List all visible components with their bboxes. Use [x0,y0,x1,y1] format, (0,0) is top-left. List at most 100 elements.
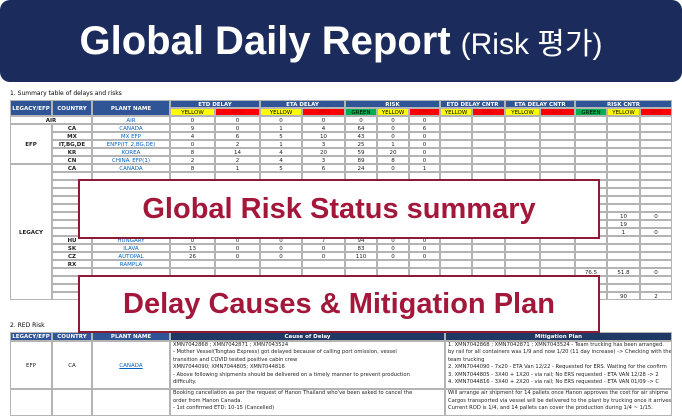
cntr-cell [607,196,640,204]
value-cell: 26 [170,252,215,260]
header-banner: Global Daily Report (Risk 평가) [0,0,682,82]
mitigation-line: Will arrange air shipment for 14 pallets… [448,390,669,397]
sub-header: YELLOW [505,108,540,116]
value-cell: 64 [345,124,377,132]
cntr-cell [575,260,607,268]
cntr-cell [575,164,607,172]
group-header: ETD DELAY [170,100,260,108]
cntr-cell [607,164,640,172]
country: HU [52,236,92,244]
cause-line: order from Hanon Canada. [173,397,243,404]
mitigation-cell: Will arrange air shipment for 14 pallets… [445,389,672,416]
mitigation-line: Current ROD is 1/4, and 14 pallets can c… [448,405,653,412]
cntr-cell [607,148,640,156]
value-cell: 8 [170,164,215,172]
cntr-cell [575,148,607,156]
value-cell: 0 [409,140,440,148]
cntr-cell [440,116,472,124]
cntr-cell [440,124,472,132]
country: KR [52,148,92,156]
cause-line: - Mother Vessel(Tongtao Express) got del… [173,349,397,356]
cntr-cell [575,252,607,260]
mitigation-line: 4. XMN7044816 - 3X40 + 2X20 - via rail; … [448,379,659,386]
cntr-cell [440,156,472,164]
value-cell: 0 [409,244,440,252]
plant-name: AUTOPAL [92,252,170,260]
value-cell: 5 [260,164,302,172]
value-cell: 0 [302,116,345,124]
cntr-cell [607,124,640,132]
cntr-cell [607,252,640,260]
value-cell [260,260,302,268]
cntr-cell [505,148,540,156]
value-cell: 1 [260,140,302,148]
value-cell [377,260,409,268]
country: CN [52,156,92,164]
cntr-cell: 90 [607,292,640,300]
country: CA [52,164,92,172]
cause-line: Booking cancellation as per the request … [173,390,413,397]
legacy [10,389,52,416]
sub-header: RED [472,108,505,116]
country: MX [52,132,92,140]
value-cell [409,260,440,268]
cntr-cell [505,124,540,132]
mitigation-line: 3. XMN7044805 - 3X40 + 1X20 - via rail; … [448,371,659,378]
value-cell: 0 [170,140,215,148]
cntr-cell [607,156,640,164]
cntr-cell [472,148,505,156]
section-label: EFP [10,124,52,164]
sub-header: RED [215,108,260,116]
cntr-cell [472,132,505,140]
country [52,172,92,180]
sub-header: YELLOW [377,108,409,116]
group-header: ETA DELAY CNTR [505,100,575,108]
plant-name: CHINA_EFP(1) [92,156,170,164]
cntr-cell [540,140,575,148]
mitigation-line: 2. XMN7044090 - 7x20 - ETA Van 12/22 - R… [448,364,667,371]
section-label: LEGACY [10,164,52,300]
cntr-cell: 0 [640,212,672,220]
cntr-cell [607,284,640,292]
cntr-cell [640,180,672,188]
cntr-cell [440,140,472,148]
cntr-cell [440,244,472,252]
value-cell: 1 [409,164,440,172]
plant-name: AIR [92,116,170,124]
cntr-cell [640,204,672,212]
overlay-label: Delay Causes & Mitigation Plan [78,275,600,333]
value-cell: 20 [302,148,345,156]
sub-header: GREEN [345,108,377,116]
value-cell: 0 [409,116,440,124]
value-cell: 10 [302,132,345,140]
cntr-cell [607,172,640,180]
value-cell: 0 [302,244,345,252]
cntr-cell [472,252,505,260]
cntr-cell [505,156,540,164]
country: CA [52,124,92,132]
plant-name: MX EFP [92,132,170,140]
cntr-cell [575,132,607,140]
cntr-cell [607,276,640,284]
cause-line: - Above following shipments should be de… [173,371,410,378]
value-cell: 89 [345,156,377,164]
value-cell: 0 [377,124,409,132]
value-cell: 6 [409,124,440,132]
cause-line: - 1st confirmed ETD: 10-15 (Cancelled) [173,405,275,412]
cntr-cell [472,260,505,268]
cntr-cell [505,164,540,172]
value-cell: 4 [260,156,302,164]
cntr-cell [575,140,607,148]
value-cell: 0 [377,252,409,260]
section-heading: 1. Summary table of delays and risks [10,90,122,97]
cause-cell: XMN7042868 ; XMN7042871 ; XMN7043524- Mo… [170,341,445,390]
cause-cell: Booking cancellation as per the request … [170,389,445,416]
cntr-cell [472,124,505,132]
cntr-cell [607,132,640,140]
cause-line: XMN7044090; XMN7044805; XMN7044816 [173,364,285,371]
value-cell: 14 [215,148,260,156]
cntr-cell [575,156,607,164]
country: SK [52,244,92,252]
value-cell: 0 [302,252,345,260]
value-cell [302,260,345,268]
